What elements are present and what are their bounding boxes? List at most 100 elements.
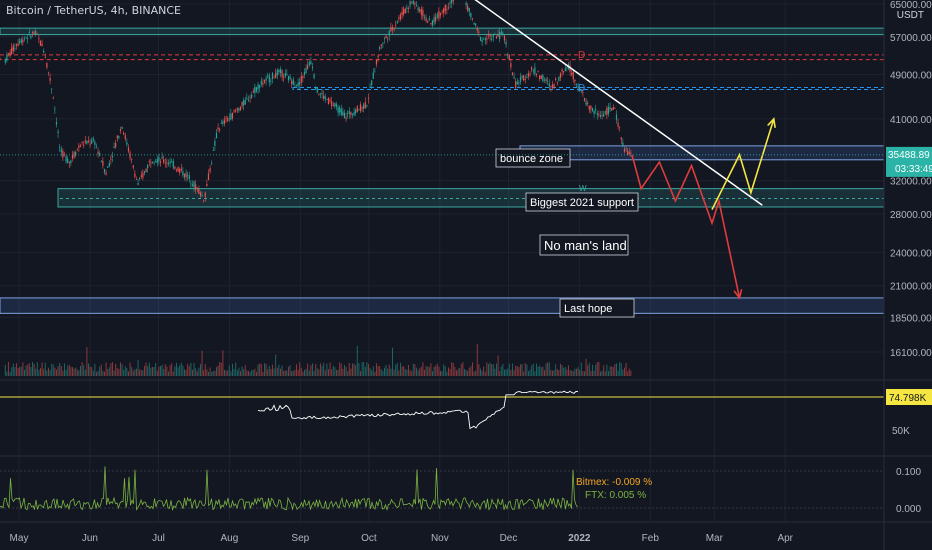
candle-body xyxy=(343,112,346,118)
volume-bar xyxy=(569,370,571,376)
volume-bar xyxy=(358,363,360,376)
volume-bar xyxy=(625,362,627,376)
candle-body xyxy=(321,93,323,94)
candle-body xyxy=(342,111,344,116)
candle-body xyxy=(113,146,115,149)
volume-bar xyxy=(572,371,574,376)
volume-bar xyxy=(443,364,445,376)
volume-bar xyxy=(270,368,272,376)
candle-body xyxy=(550,86,552,88)
volume-bar xyxy=(47,367,49,376)
volume-bar xyxy=(606,364,608,376)
candle-body xyxy=(166,162,168,164)
candle-body xyxy=(606,107,608,116)
volume-bar xyxy=(78,370,80,376)
volume-bar xyxy=(241,366,243,376)
volume-bar xyxy=(505,369,507,376)
volume-bar xyxy=(300,367,302,376)
candle-body xyxy=(215,132,218,139)
volume-bar xyxy=(265,363,267,376)
volume-bar xyxy=(52,364,54,376)
volume-bar xyxy=(180,362,182,376)
volume-bar xyxy=(33,363,35,376)
volume-bar xyxy=(622,369,624,376)
volume-bar xyxy=(87,363,89,376)
volume-bar xyxy=(590,370,592,376)
candle-body xyxy=(500,31,502,36)
candle-body xyxy=(68,161,70,164)
candle-body xyxy=(54,108,56,110)
candle-body xyxy=(406,7,408,9)
candle-body xyxy=(124,135,126,139)
candle-body xyxy=(273,77,275,79)
candle-body xyxy=(115,142,117,148)
candle-body xyxy=(49,77,51,81)
volume-bar xyxy=(247,370,249,376)
volume-bar xyxy=(603,365,605,376)
volume-bar xyxy=(150,367,152,376)
volume-bar xyxy=(172,371,174,376)
volume-bar xyxy=(449,368,451,376)
volume-bar xyxy=(431,371,433,376)
volume-bar xyxy=(563,367,565,376)
volume-bar xyxy=(495,363,497,376)
candle-body xyxy=(225,117,227,119)
price-tick-label: 65000.00 xyxy=(890,0,932,11)
volume-bar xyxy=(467,370,469,376)
candle-body xyxy=(399,14,402,20)
time-tick-label: Nov xyxy=(431,533,449,544)
price-tick-label: 16100.00 xyxy=(890,348,932,359)
candle-body xyxy=(123,132,125,135)
candle-body xyxy=(545,79,547,82)
volume-bar xyxy=(369,368,371,376)
volume-bar xyxy=(451,362,453,376)
volume-bar xyxy=(331,369,333,376)
volume-bar xyxy=(286,370,288,376)
candle-body xyxy=(355,109,357,114)
price-tick-label: 28000.00 xyxy=(890,210,932,221)
candle-body xyxy=(63,154,66,156)
volume-bar xyxy=(54,367,56,376)
candle-body xyxy=(603,113,605,117)
candle-body xyxy=(81,141,83,143)
volume-bar xyxy=(612,367,614,376)
volume-bar xyxy=(598,361,600,376)
volume-bar xyxy=(7,362,9,376)
candle-body xyxy=(203,200,205,202)
candle-body xyxy=(142,173,144,178)
candle-body xyxy=(17,43,19,46)
volume-bar xyxy=(475,370,477,376)
volume-bar xyxy=(217,365,219,376)
candle-body xyxy=(510,63,512,68)
volume-bar xyxy=(297,369,299,376)
volume-bar xyxy=(585,359,587,376)
candle-body xyxy=(583,97,586,102)
candle-body xyxy=(163,159,165,163)
price-zone xyxy=(0,27,885,36)
candle-body xyxy=(505,41,507,45)
candle-body xyxy=(468,8,470,12)
candle-body xyxy=(515,81,517,88)
volume-bar xyxy=(491,364,493,376)
candle-body xyxy=(470,13,472,18)
candle-body xyxy=(239,106,242,111)
volume-bar xyxy=(307,363,309,376)
volume-bar xyxy=(521,363,523,376)
volume-bar xyxy=(523,371,525,376)
volume-bar xyxy=(502,364,504,376)
candle-body xyxy=(531,67,533,70)
volume-bar xyxy=(484,371,486,376)
candle-body xyxy=(235,110,237,112)
volume-bar xyxy=(17,367,19,376)
candle-body xyxy=(182,171,184,176)
candle-body xyxy=(423,16,426,18)
trend-line xyxy=(474,0,763,206)
candle-body xyxy=(183,173,186,178)
volume-bar xyxy=(30,367,32,376)
volume-bar xyxy=(630,370,632,376)
volume-bar xyxy=(68,364,70,376)
candle-body xyxy=(91,140,93,144)
volume-bar xyxy=(147,366,149,376)
candle-body xyxy=(596,113,598,116)
